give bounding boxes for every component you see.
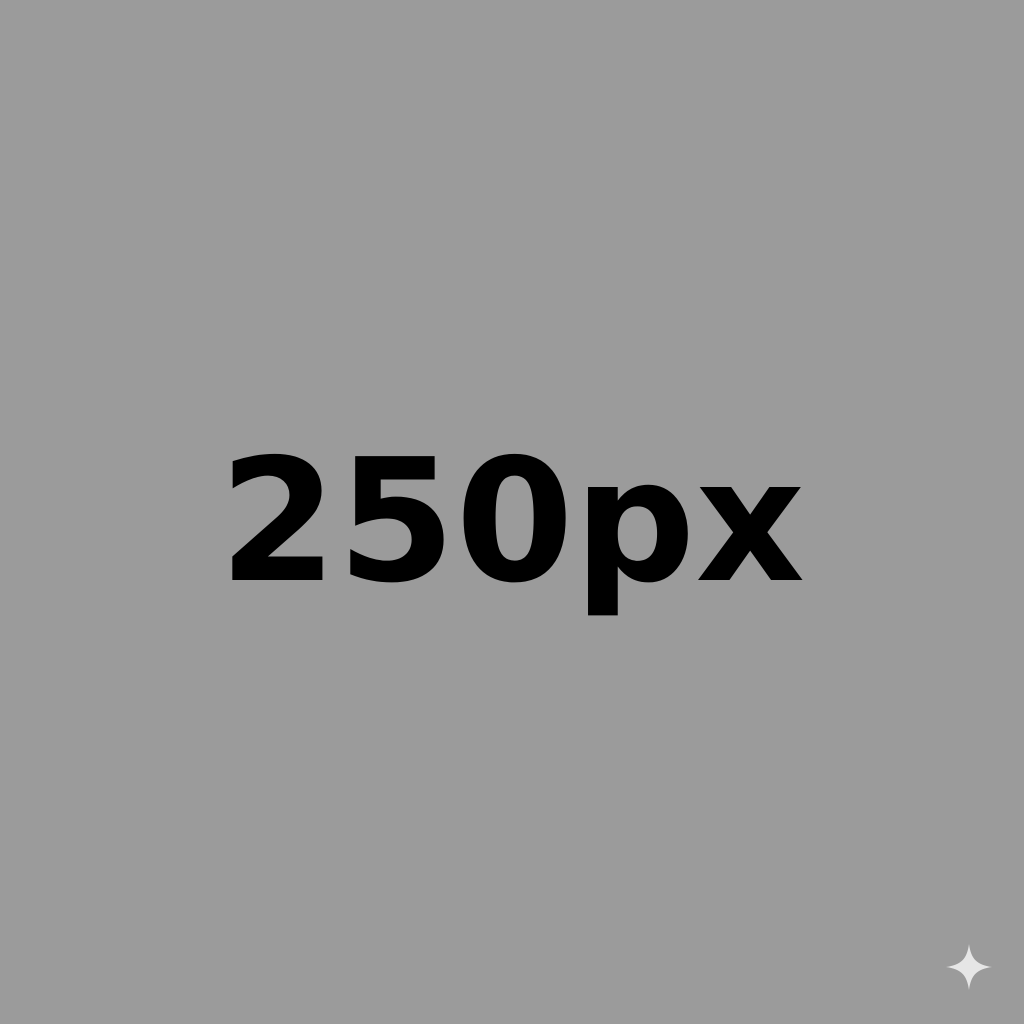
sparkle-icon xyxy=(944,942,994,992)
